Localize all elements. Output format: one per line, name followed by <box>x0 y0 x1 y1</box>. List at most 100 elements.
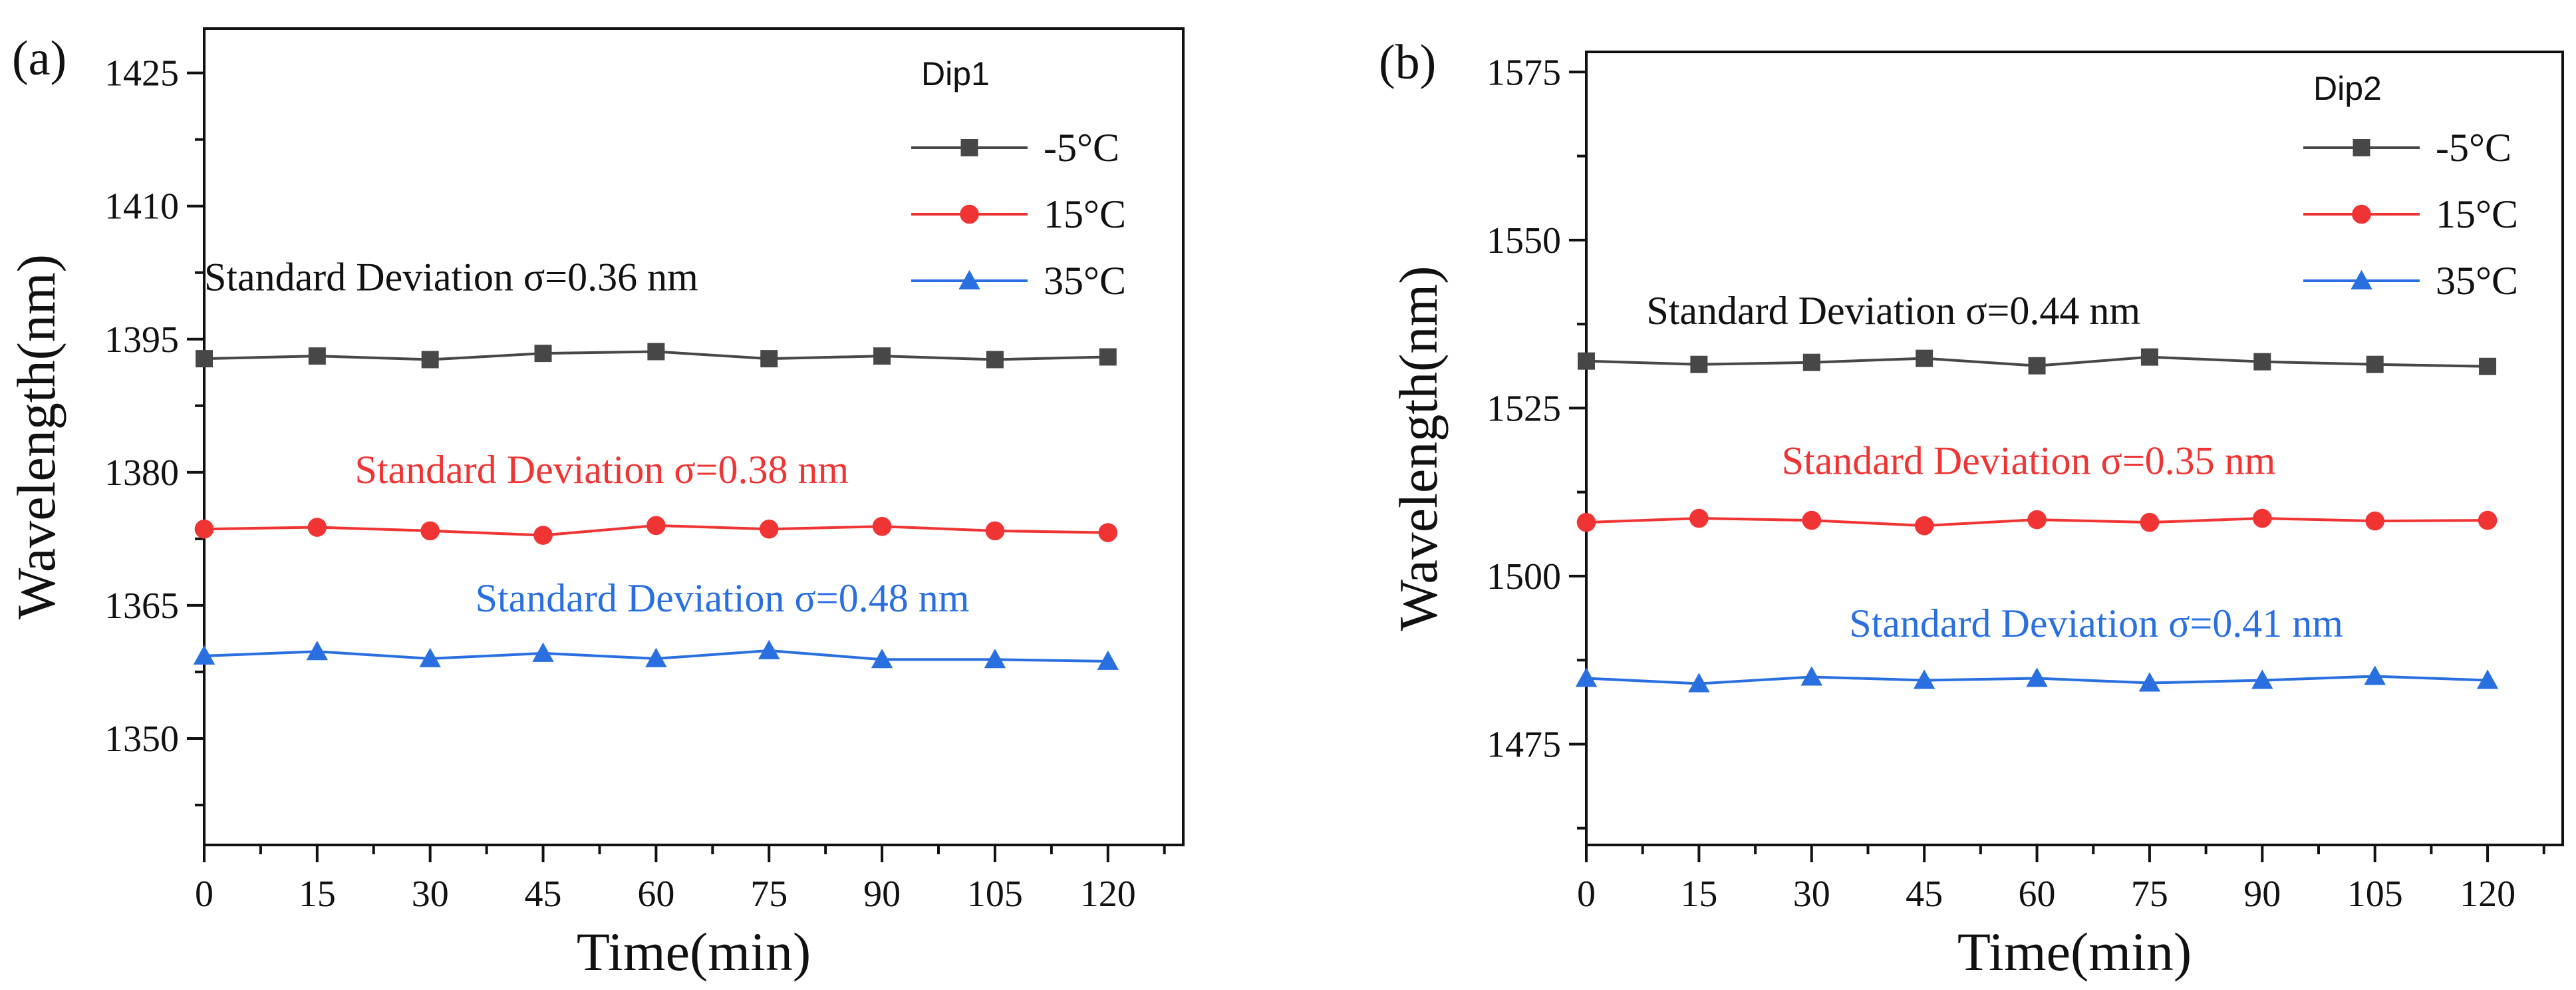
legend: Dip2 -5°C 15°C 35°C <box>2303 70 2518 303</box>
data-point <box>2027 510 2047 530</box>
x-tick-label: 90 <box>863 874 901 915</box>
data-point <box>2253 508 2272 528</box>
data-point <box>2476 669 2499 689</box>
x-axis-ticks: 0 15 30 45 60 75 90 105 120 <box>1577 845 2545 915</box>
x-axis-ticks: 0 15 30 45 60 75 90 105 120 <box>195 845 1166 915</box>
x-axis-title: Time(min) <box>1957 921 2192 982</box>
panel-label: (a) <box>12 31 67 86</box>
data-point <box>196 350 213 368</box>
x-tick-label: 60 <box>637 874 674 915</box>
data-point <box>419 647 441 667</box>
data-point <box>307 518 327 537</box>
data-point <box>306 641 329 661</box>
legend-marker <box>960 204 979 224</box>
panel-label: (b) <box>1379 35 1436 90</box>
data-point <box>647 343 665 361</box>
y-axis-ticks: 1475 1500 1525 1550 1575 <box>1487 52 1586 830</box>
y-tick-label: 1425 <box>104 53 179 94</box>
series-0 <box>1578 348 2497 375</box>
data-point <box>871 649 893 669</box>
x-tick-label: 15 <box>1680 874 1717 915</box>
data-point <box>532 642 554 662</box>
x-axis-title: Time(min) <box>577 921 811 982</box>
x-tick-label: 75 <box>2131 874 2168 915</box>
data-point <box>534 345 552 363</box>
y-tick-label: 1395 <box>104 319 179 361</box>
legend-marker <box>2352 204 2371 224</box>
legend: Dip1 -5°C 15°C 35°C <box>911 55 1126 303</box>
data-point <box>645 647 667 667</box>
x-tick-label: 105 <box>967 874 1023 915</box>
std-annotation: Standard Deviation σ=0.35 nm <box>1782 438 2276 482</box>
y-tick-label: 1575 <box>1487 52 1561 93</box>
data-point <box>1914 516 1934 536</box>
legend-label: 15°C <box>2436 192 2518 236</box>
legend-label: 35°C <box>1044 259 1126 303</box>
x-tick-label: 0 <box>195 874 214 915</box>
series-2 <box>193 639 1119 670</box>
series-0 <box>196 343 1117 369</box>
data-point <box>1802 510 1822 530</box>
data-point <box>1098 523 1118 542</box>
data-point <box>1913 669 1935 689</box>
data-point <box>758 639 780 659</box>
plot-frame <box>203 27 1185 846</box>
legend-marker <box>2353 139 2370 156</box>
std-annotation: Standard Deviation σ=0.44 nm <box>1646 289 2140 333</box>
data-point <box>759 519 779 539</box>
y-tick-label: 1550 <box>1487 220 1561 261</box>
data-point <box>2253 353 2271 371</box>
data-point <box>760 350 778 368</box>
y-axis-title: Wavelength(nm) <box>1388 266 1449 631</box>
plot-frame <box>1585 51 2564 846</box>
data-point <box>193 645 215 665</box>
data-point <box>420 521 440 541</box>
data-point <box>986 351 1004 369</box>
x-tick-label: 30 <box>1793 874 1830 915</box>
x-tick-label: 120 <box>2460 874 2515 915</box>
x-tick-label: 105 <box>2347 874 2403 915</box>
series-1 <box>1576 508 2498 536</box>
legend-marker <box>960 139 978 156</box>
series-1 <box>194 516 1118 545</box>
x-tick-label: 75 <box>750 874 787 915</box>
data-point <box>2479 357 2497 375</box>
data-point <box>2251 669 2273 689</box>
data-point <box>2026 667 2048 687</box>
data-point <box>2140 512 2160 532</box>
legend-label: -5°C <box>2436 126 2511 170</box>
data-point <box>872 516 892 536</box>
data-point <box>1578 352 1595 370</box>
data-point <box>1802 353 1820 371</box>
data-point <box>1916 349 1933 367</box>
y-tick-label: 1500 <box>1487 556 1561 597</box>
std-annotation: Standard Deviation σ=0.36 nm <box>204 255 698 299</box>
series-2 <box>1575 665 2499 693</box>
data-point <box>1576 512 1596 532</box>
x-tick-label: 45 <box>525 874 562 915</box>
data-point <box>2365 511 2384 531</box>
x-tick-label: 120 <box>1080 874 1136 915</box>
legend-label: -5°C <box>1044 126 1119 170</box>
y-tick-label: 1350 <box>104 719 179 760</box>
data-point <box>1099 348 1117 366</box>
y-tick-label: 1475 <box>1487 724 1561 765</box>
data-point <box>646 516 666 536</box>
data-point <box>2028 357 2046 375</box>
data-point <box>2138 672 2161 692</box>
legend-label: 15°C <box>1044 192 1126 236</box>
data-point <box>985 521 1005 541</box>
data-point <box>1688 673 1710 693</box>
panel-a: (a) 0 15 30 45 60 75 90 105 120 1350 1365 1380 1395 14… <box>6 27 1185 982</box>
x-tick-label: 15 <box>299 874 336 915</box>
data-point <box>1575 667 1598 687</box>
std-annotation: Standard Deviation σ=0.48 nm <box>476 576 970 620</box>
panel-b: (b) 0 15 30 45 60 75 90 105 120 1475 1500 1525 1550 15… <box>1379 35 2564 982</box>
y-axis-ticks: 1350 1365 1380 1395 1410 1425 <box>104 53 204 806</box>
legend-marker <box>958 269 980 289</box>
data-point <box>873 347 891 365</box>
data-point <box>2478 510 2498 530</box>
data-point <box>984 649 1006 669</box>
data-point <box>1690 355 1708 373</box>
